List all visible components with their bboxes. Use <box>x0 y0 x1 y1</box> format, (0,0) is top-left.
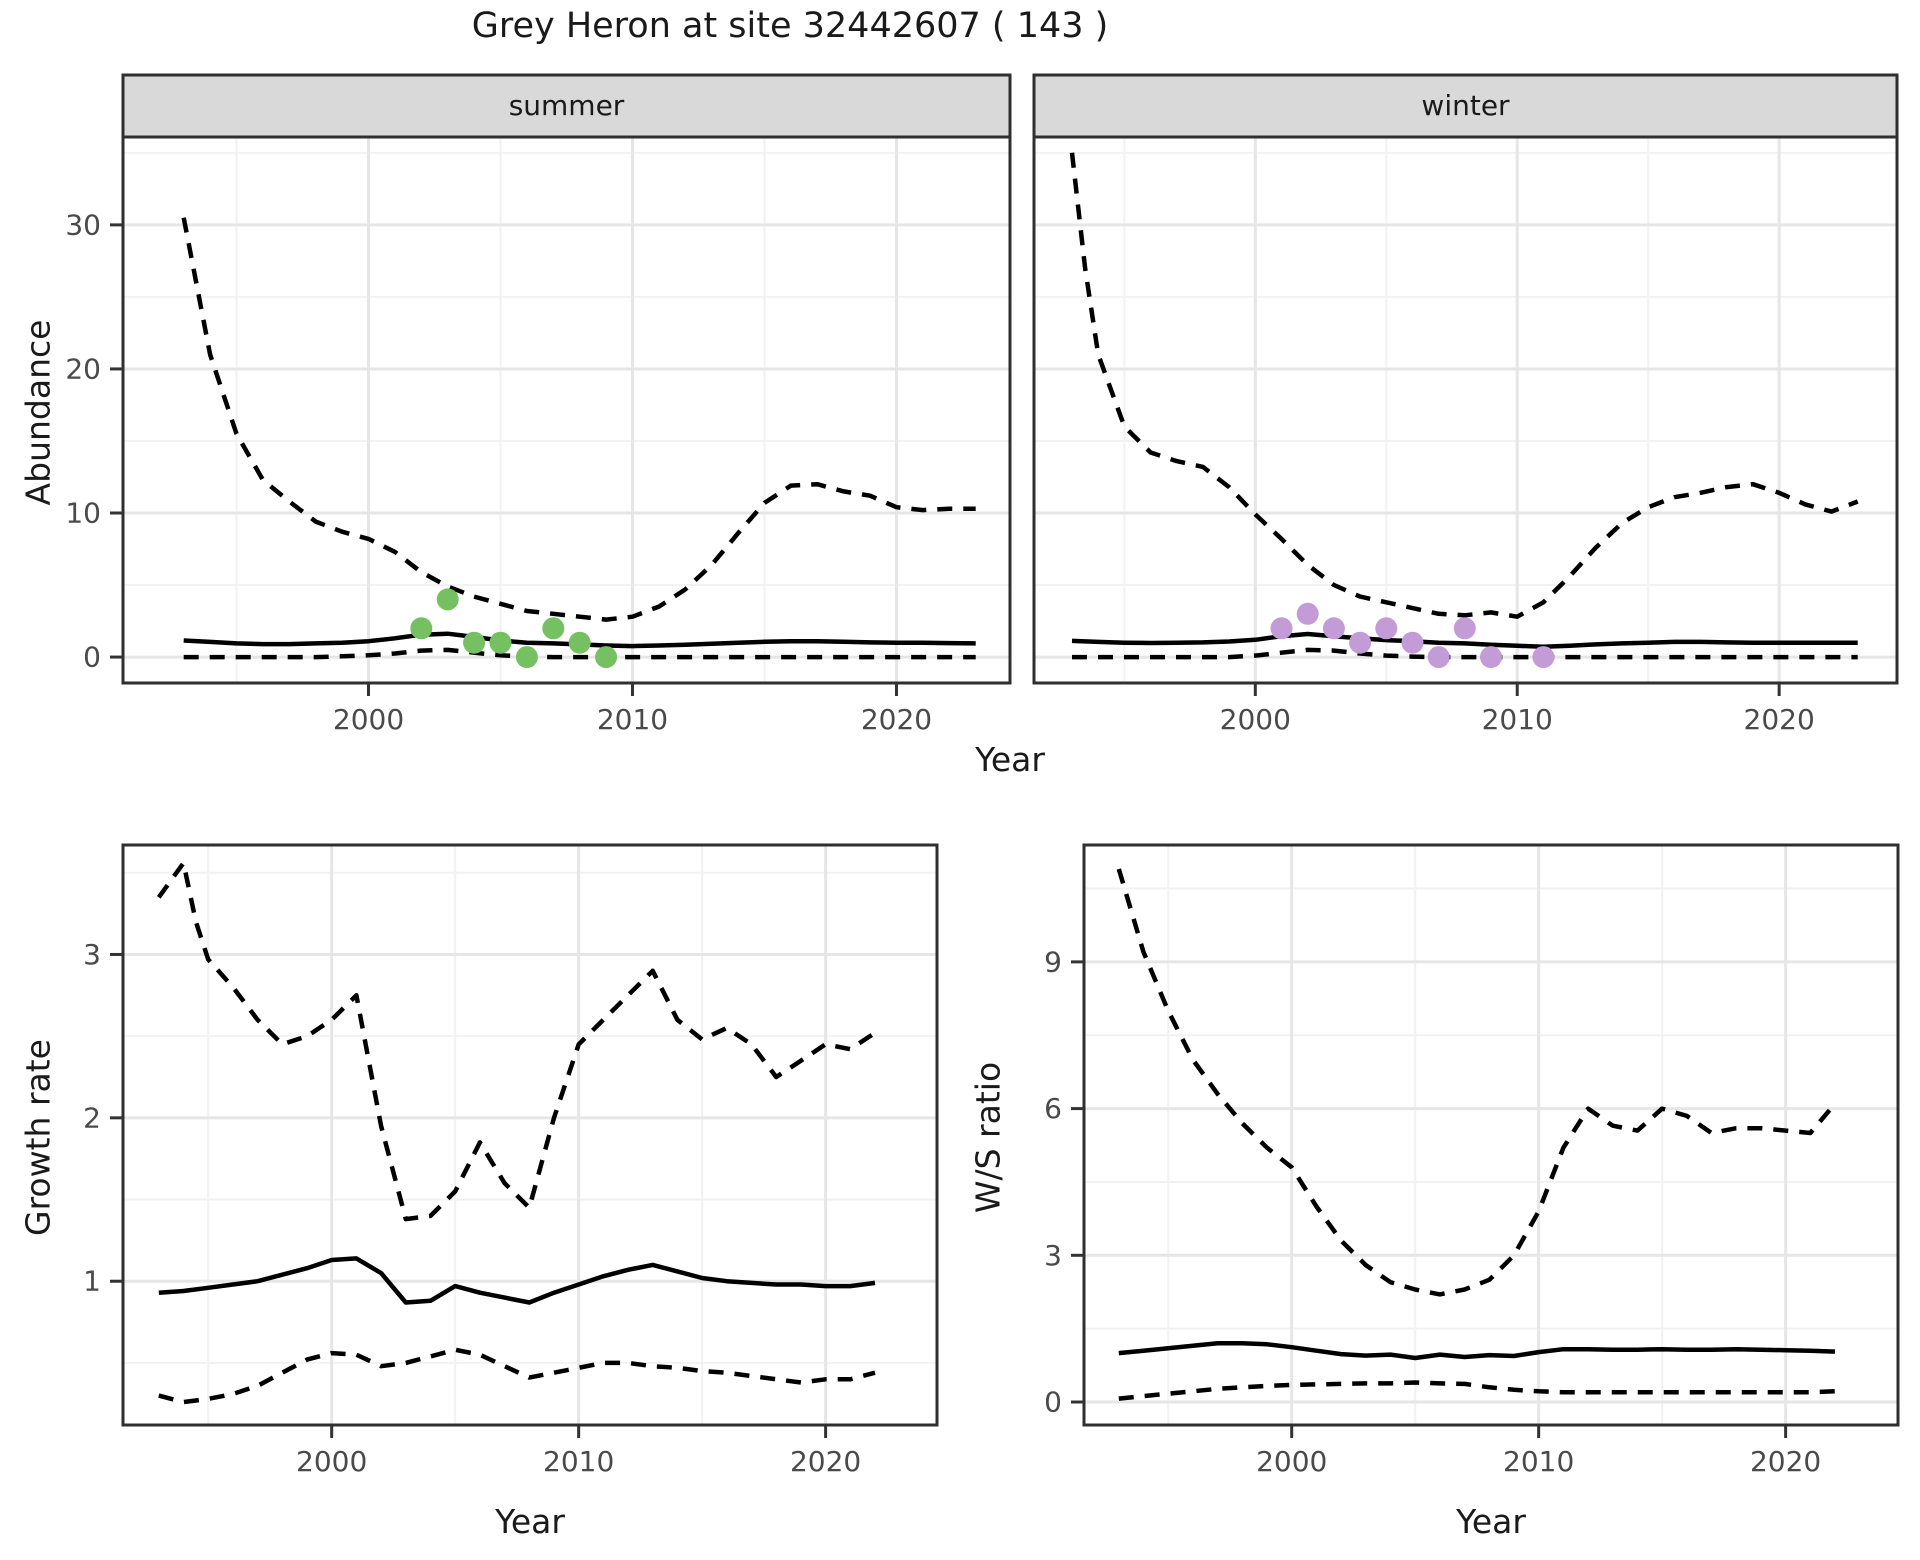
data-point <box>1453 617 1476 640</box>
data-point <box>463 631 486 654</box>
x-tick-label: 2010 <box>543 1445 614 1478</box>
x-tick-label: 2020 <box>790 1445 861 1478</box>
y-tick-label: 2 <box>83 1101 101 1134</box>
facet-strip <box>1032 73 1899 139</box>
page-title: Grey Heron at site 32442607 ( 143 ) <box>471 6 1109 46</box>
data-point <box>1296 602 1319 625</box>
panel-background <box>123 845 937 1425</box>
x-tick-label: 2020 <box>1750 1445 1821 1478</box>
data-point <box>568 631 591 654</box>
data-point <box>595 646 618 669</box>
y-tick-label: 3 <box>83 938 101 971</box>
panel-background <box>1034 137 1897 683</box>
data-point <box>1480 646 1502 669</box>
y-axis-title-growth-rate: Growth rate <box>18 1039 58 1236</box>
abundance-winter-observed-points <box>1270 602 1555 669</box>
y-tick-label: 20 <box>65 352 101 385</box>
abundance-winter-upper_ci-line <box>1069 152 1859 619</box>
x-axis-title-year-ws: Year <box>1456 1502 1526 1541</box>
growth-rate-upper_ci-line <box>156 860 877 1222</box>
data-point <box>515 646 538 669</box>
x-tick-label: 2000 <box>296 1445 367 1478</box>
x-tick-label: 2000 <box>333 703 404 736</box>
panel-background <box>123 137 1010 683</box>
x-axis-title-year-growth: Year <box>495 1502 565 1541</box>
abundance-winter-panel: 2000 2010 2020 <box>1032 73 1899 736</box>
y-tick-label: 3 <box>1044 1239 1062 1272</box>
data-point <box>1401 631 1424 654</box>
data-point <box>1349 631 1372 654</box>
panel-border <box>1082 843 1900 1427</box>
data-point <box>1270 617 1293 640</box>
y-axis-title-abundance: Abundance <box>18 319 58 506</box>
x-tick-label: 2020 <box>861 703 932 736</box>
facet-strip-summer: summer <box>508 89 625 122</box>
data-point <box>1375 617 1398 640</box>
facet-strip <box>121 73 1012 139</box>
x-tick-label: 2020 <box>1744 703 1815 736</box>
y-tick-label: 1 <box>83 1265 101 1298</box>
y-tick-label: 0 <box>83 641 101 674</box>
data-point <box>489 631 512 654</box>
data-point <box>1532 646 1555 669</box>
growth-rate-median-line <box>158 1256 876 1305</box>
data-point <box>1322 617 1345 640</box>
y-tick-label: 0 <box>1044 1386 1062 1419</box>
x-tick-label: 2000 <box>1256 1445 1327 1478</box>
x-tick-label: 2000 <box>1220 703 1291 736</box>
abundance-winter-median-line <box>1071 631 1858 649</box>
data-point <box>1427 646 1450 669</box>
growth-rate-panel: 2000 2010 2020 1 2 3 <box>83 843 939 1478</box>
growth-rate-lower_ci-line <box>158 1347 876 1405</box>
ws-ratio-median-line <box>1118 1341 1836 1361</box>
panel-background <box>1084 845 1898 1425</box>
data-point <box>542 617 565 640</box>
y-axis-title-ws-ratio: W/S ratio <box>968 1061 1008 1214</box>
y-tick-label: 10 <box>65 497 101 530</box>
ws-ratio-panel: 2000 2010 2020 0 3 6 9 <box>1044 843 1900 1478</box>
x-tick-label: 2010 <box>597 703 668 736</box>
abundance-summer-upper_ci-line <box>181 217 976 622</box>
abundance-summer-panel: 2000 2010 2020 0 10 20 30 <box>65 73 1012 736</box>
x-tick-label: 2010 <box>1503 1445 1574 1478</box>
y-tick-label: 9 <box>1044 945 1062 978</box>
data-point <box>436 588 459 611</box>
x-tick-label: 2010 <box>1482 703 1553 736</box>
x-axis-title-year-top: Year <box>975 740 1045 779</box>
y-tick-label: 6 <box>1044 1092 1062 1125</box>
facet-strip-winter: winter <box>1421 89 1510 122</box>
abundance-winter-lower_ci-line <box>1072 647 1858 660</box>
abundance-summer-observed-points <box>410 588 618 669</box>
y-tick-label: 30 <box>65 208 101 241</box>
panel-border <box>121 843 939 1427</box>
data-point <box>410 617 433 640</box>
